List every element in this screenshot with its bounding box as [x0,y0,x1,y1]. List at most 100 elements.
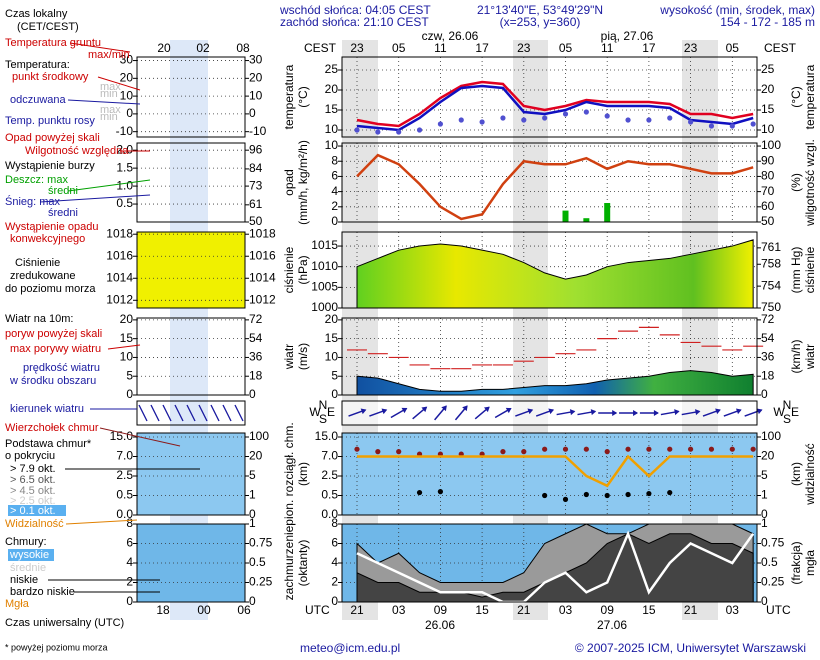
compass-letter: S [783,412,791,426]
contact[interactable]: meteo@icm.edu.pl [300,641,400,655]
y2-tick-label: 5 [249,468,256,482]
y2-tick-label: 20 [761,82,775,96]
y-axis-title: (oktanty) [296,540,310,587]
day-label: 26.06 [425,618,455,632]
y-tick-label: 2.5 [321,468,338,482]
y2-axis-title: widzialność [803,443,817,505]
legend-pointer [99,427,181,447]
legend-arrow [162,404,172,422]
y-tick-label: 7.0 [321,449,338,463]
legend-text: Opad powyżej skali [5,132,100,144]
y2-tick-label: 60 [761,199,775,213]
series-dot [375,449,381,455]
series-dot [583,446,589,452]
y2-tick-label: 36 [249,350,263,364]
legend-time-label: 08 [236,41,250,55]
series-dot [708,123,715,129]
series-dot [583,109,589,115]
x-tick-label: 09 [434,603,448,617]
series-dot [500,449,506,455]
x-tick-label: 21 [517,603,531,617]
x-tick-label: 23 [350,41,364,55]
series-dot [416,127,423,133]
wind-arrow-head [505,407,512,414]
y-tick-label: 20 [325,312,339,326]
panel-border [136,523,246,603]
legend-text: > 7.9 okt. [10,463,56,475]
series-dot [625,446,631,452]
y-tick-label: 1014 [106,270,133,284]
y2-tick-label: 50 [249,214,263,228]
coordinates: 21°13'40"E, 53°49'29"N [477,3,603,17]
wind-arrow [660,409,680,416]
y-tick-label: 2 [331,575,338,589]
day-label: czw, 26.06 [422,29,479,43]
y2-tick-label: 100 [761,429,781,443]
compass-letter: N [319,398,328,412]
legend-text: min [100,111,118,123]
y2-tick-label: 18 [249,368,263,382]
y2-axis-title: (km) [789,462,803,486]
y2-tick-label: 50 [761,214,775,228]
wind-arrow-head [441,405,447,412]
legend-text: bardzo niskie [10,586,75,598]
wind-arrow [474,406,490,420]
wind-arrow [390,407,408,419]
y2-tick-label: 758 [761,256,781,270]
series-line [357,454,754,488]
legend-arrow [198,404,208,422]
y-tick-label: 2 [331,199,338,213]
y2-tick-label: 10 [249,88,263,102]
series-dot [479,119,485,125]
legend-pointer [97,76,141,91]
series-line [356,80,754,128]
legend-text: do poziomu morza [5,283,96,295]
legend-text: Temperatura: [5,59,70,71]
y-axis-title: (°C) [296,86,310,107]
legend-pointer [39,194,151,203]
wind-arrow-head [695,409,701,416]
series-dot [625,117,631,123]
wind-arrow [639,409,659,416]
x-tick-label: 05 [559,41,573,55]
wind-arrow [619,410,639,417]
series-dot [667,446,673,452]
wind-arrow-head [590,409,597,416]
series-dot [667,115,673,121]
series-line [356,153,754,221]
y-tick-label: 4 [331,555,338,569]
legend-text: > 6.5 okt. [10,474,56,486]
y2-axis-title: temperatura [803,64,817,129]
precip-bar [562,210,569,222]
y-tick-label: 20 [120,71,134,85]
y2-axis-title: (frakcja) [789,541,803,584]
y-tick-label: 0 [126,387,133,401]
y2-axis-title: (km/h) [789,340,803,374]
series-dot [542,115,548,121]
wind-arrow [723,408,742,417]
y2-axis-title: (°C) [789,86,803,107]
precip-bar [604,203,611,222]
compass-letter: E [791,405,799,419]
y2-tick-label: 0 [249,594,256,608]
wind-arrow-head [633,410,639,417]
series-dot [437,121,443,127]
series-dot [542,446,548,452]
legend-text: niskie [10,574,38,586]
y-tick-label: 25 [325,62,339,76]
sunset: zachód słońca: 21:10 CEST [280,15,429,29]
series-dot [500,115,506,121]
panel-border [341,142,758,223]
legend-text: zredukowane [10,270,75,282]
y2-axis-title: mgła [803,550,817,576]
x-tick-label: 23 [517,41,531,55]
x-tick-label: 17 [475,41,489,55]
legend-pointer [65,519,138,525]
x-tick-label: 11 [601,41,614,55]
series-dot [688,446,694,452]
y2-tick-label: 10 [761,122,775,136]
legend-time-label: 06 [237,603,251,617]
y2-axis-title: wilgotność wzgl. [803,139,817,227]
y2-tick-label: 0.25 [249,575,273,589]
y2-tick-label: 5 [761,468,768,482]
